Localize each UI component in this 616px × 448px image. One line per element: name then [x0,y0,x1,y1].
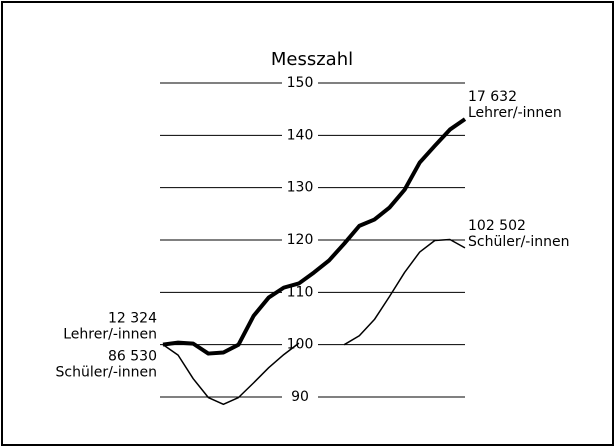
line-series [162,342,300,406]
y-tick-label: 130 [287,180,314,196]
annotation: 102 502 [468,218,526,234]
line-series [162,117,467,356]
annotation: 17 632 [468,89,517,105]
chart-title: Messzahl [271,49,353,70]
y-tick-label: 150 [287,75,314,91]
y-tick-label: 120 [287,232,314,248]
annotation: Schüler/-innen [56,365,157,381]
annotation: 86 530 [108,349,157,365]
y-tick-label: 100 [287,337,314,353]
annotation: Schüler/-innen [468,234,569,250]
annotation: Lehrer/-innen [468,105,562,121]
y-tick-label: 140 [287,127,314,143]
line-series [343,238,466,346]
annotation: Lehrer/-innen [63,327,157,343]
annotation: 12 324 [108,311,157,327]
y-tick-label: 110 [287,284,314,300]
y-tick-label: 90 [291,389,309,405]
